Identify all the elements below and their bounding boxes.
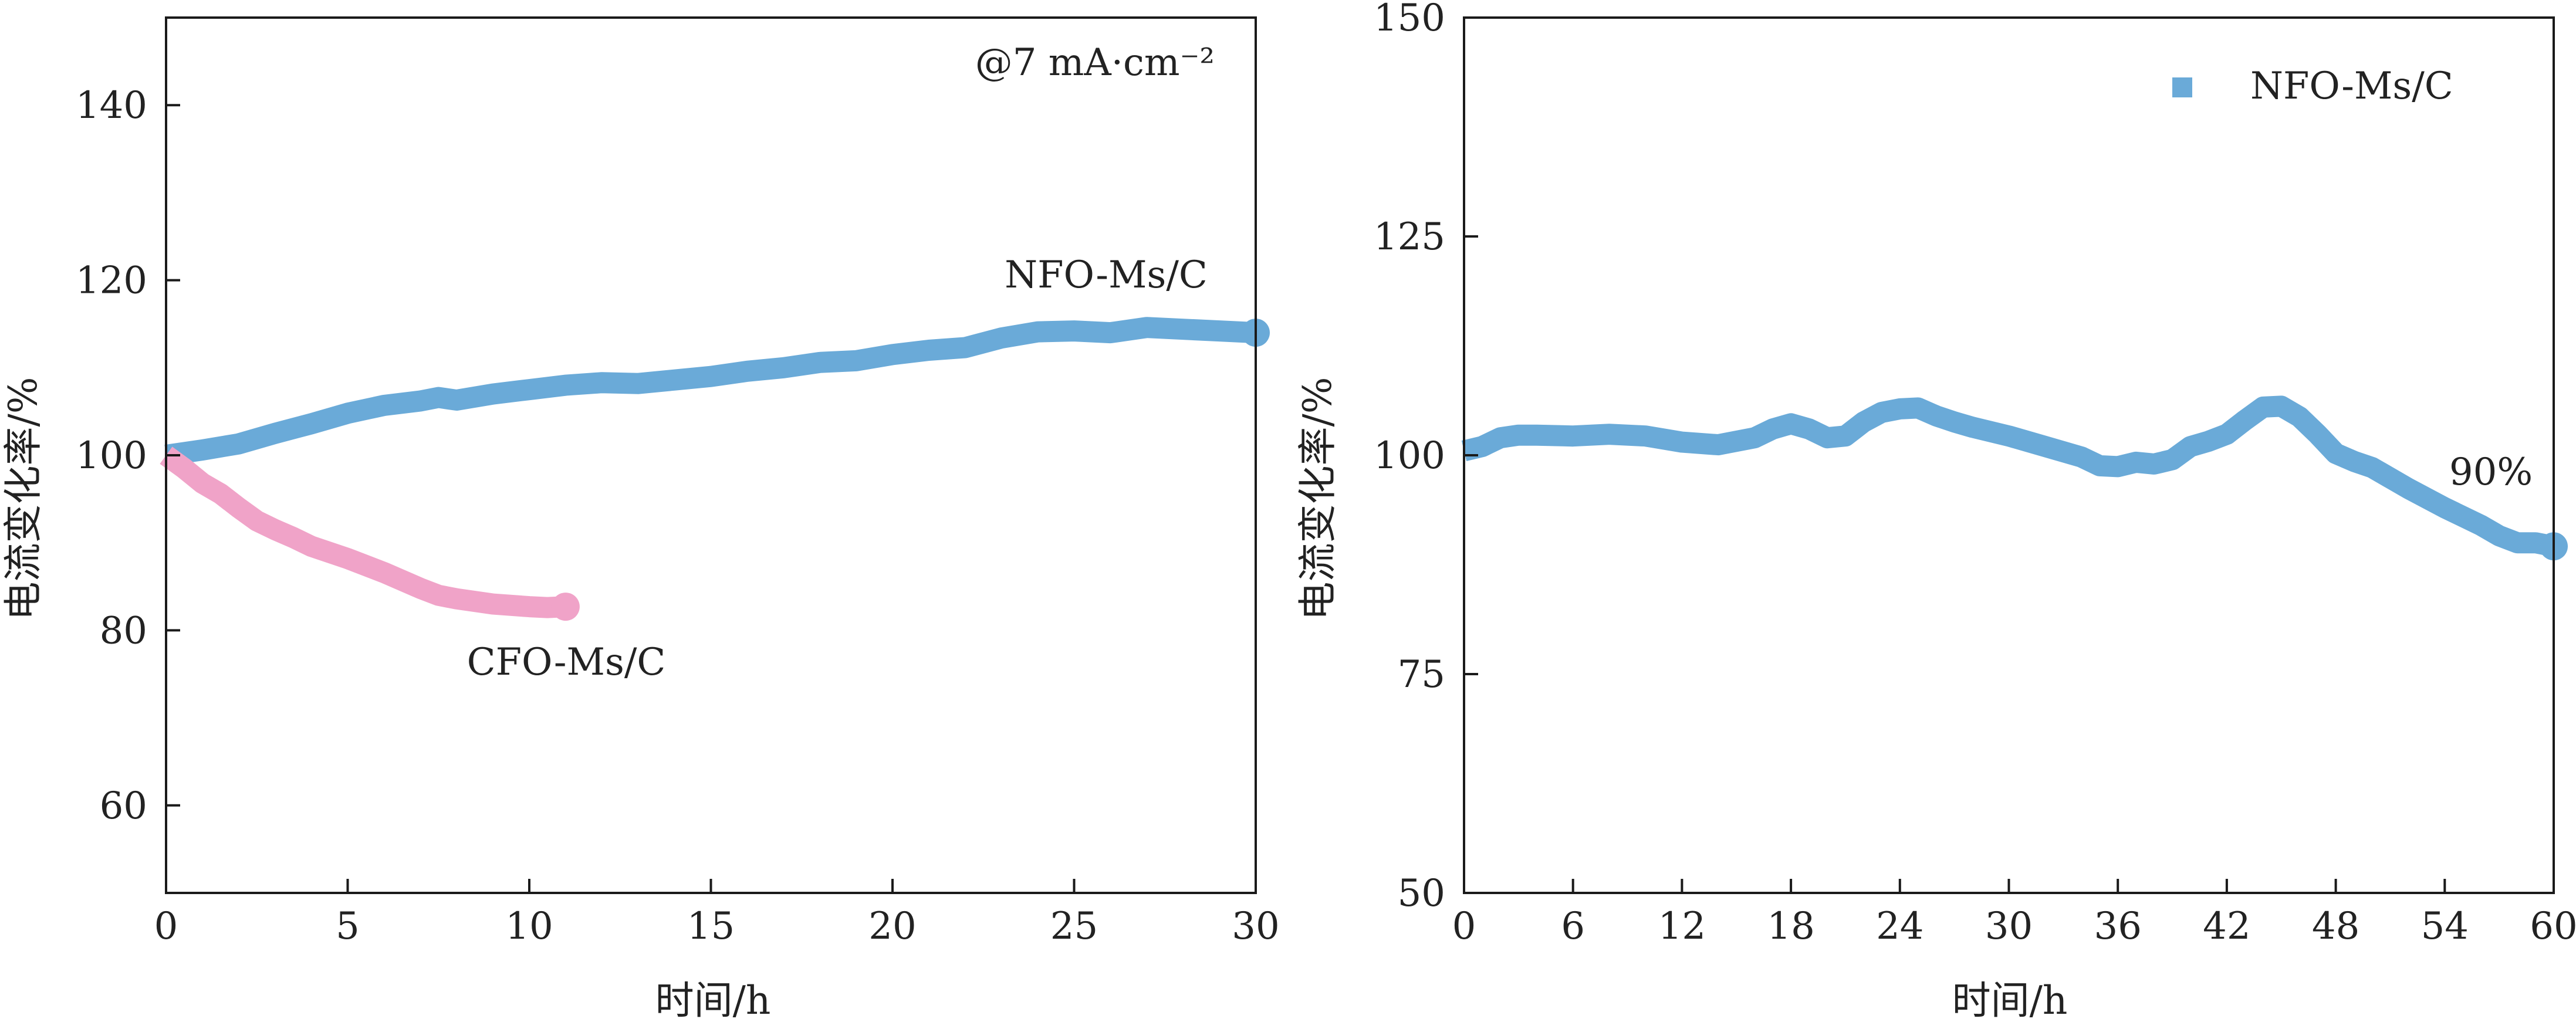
x-tick-label-left: 30 (1232, 905, 1279, 948)
x-tick-label-right: 36 (2094, 905, 2141, 948)
series-group-left (160, 317, 1270, 621)
x-tick-label-right: 30 (1985, 905, 2033, 948)
y-tick-label-left: 120 (76, 259, 147, 303)
y-tick-label-left: 140 (76, 84, 147, 127)
y-tick-label-left: 80 (100, 609, 147, 652)
y-tick-label-left: 60 (100, 784, 147, 828)
chart-panel-right: 时间/h 电流变化率/% NFO-Ms/C 90% 0 6 12 18 24 30 36 42… (1295, 0, 2576, 1022)
current-density-annotation: @7 mA·cm⁻² (975, 41, 1215, 84)
series-line-cfo-ms-c (160, 446, 566, 618)
y-tick-label-right: 50 (1398, 872, 1445, 915)
y-tick-label-right: 75 (1398, 653, 1445, 696)
x-tick-label-left: 25 (1050, 905, 1098, 948)
y-tick-label-left: 100 (76, 434, 147, 478)
x-tick-label-left: 15 (687, 905, 735, 948)
plot-frame-right (1463, 16, 2555, 894)
x-tick-label-right: 18 (1767, 905, 1814, 948)
retention-annotation: 90% (2449, 451, 2533, 494)
x-tick-label-right: 60 (2530, 905, 2576, 948)
x-axis-title-right: 时间/h (1952, 978, 2068, 1022)
legend-marker-nfo (2172, 77, 2192, 97)
x-tick-label-right: 6 (1561, 905, 1585, 948)
x-axis-title-left: 时间/h (655, 978, 771, 1022)
x-tick-label-right: 54 (2421, 905, 2469, 948)
y-axis-title-right: 电流变化率/% (1295, 377, 1340, 621)
series-line-nfo-ms-c (164, 317, 1256, 466)
x-tick-label-right: 0 (1452, 905, 1476, 948)
x-tick-label-left: 20 (868, 905, 916, 948)
x-tick-label-right: 48 (2312, 905, 2359, 948)
chart-panel-left: 时间/h 电流变化率/% @7 mA·cm⁻² NFO-Ms/C CFO-Ms/… (1, 16, 1280, 1022)
x-tick-label-left: 10 (505, 905, 553, 948)
plot-frame-left (165, 16, 1257, 894)
series-line-nfo-ms-c (1461, 395, 2556, 557)
series-group-right (1461, 395, 2568, 561)
y-tick-label-right: 150 (1374, 0, 1445, 40)
series-end-marker-cfo-ms-c (551, 593, 580, 621)
y-tick-label-right: 125 (1374, 215, 1445, 259)
x-tick-label-right: 42 (2203, 905, 2250, 948)
x-tick-label-left: 5 (336, 905, 360, 948)
x-tick-label-right: 12 (1658, 905, 1706, 948)
series-label-cfo: CFO-Ms/C (467, 641, 666, 684)
y-tick-label-right: 100 (1374, 434, 1445, 478)
y-axis-title-left: 电流变化率/% (1, 377, 46, 621)
x-tick-label-left: 0 (154, 905, 178, 948)
x-tick-label-right: 24 (1876, 905, 1923, 948)
legend-label-nfo: NFO-Ms/C (2250, 65, 2453, 108)
series-label-nfo: NFO-Ms/C (1005, 253, 1208, 297)
